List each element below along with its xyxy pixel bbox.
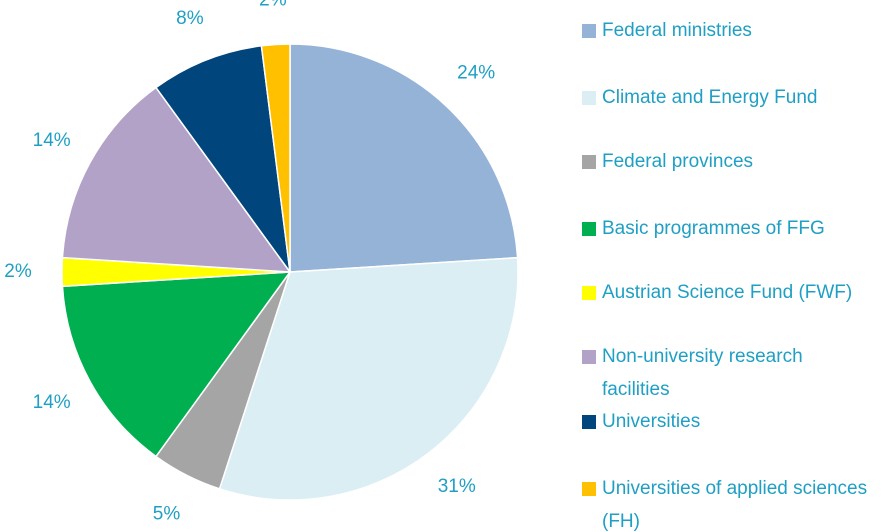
legend-swatch bbox=[582, 24, 596, 38]
data-label: 14% bbox=[33, 130, 71, 151]
legend-label: Non-university research facilities bbox=[602, 346, 803, 400]
legend-entry: Climate and Energy Fund bbox=[582, 81, 872, 114]
legend-entry: Federal provinces bbox=[582, 145, 872, 178]
data-label: 14% bbox=[33, 392, 71, 413]
legend-swatch bbox=[582, 415, 596, 429]
legend-label: Federal provinces bbox=[602, 151, 754, 172]
pie-slice bbox=[260, 43, 291, 273]
data-label: 2% bbox=[259, 0, 287, 11]
data-label: 2% bbox=[4, 261, 32, 282]
legend-label: Universities bbox=[602, 411, 701, 432]
data-label: 8% bbox=[176, 8, 204, 29]
pie-slice bbox=[154, 44, 291, 273]
legend-swatch bbox=[582, 222, 596, 236]
legend-swatch bbox=[582, 350, 596, 364]
legend-label: Climate and Energy Fund bbox=[602, 87, 818, 108]
legend-label: Austrian Science Fund (FWF) bbox=[602, 282, 853, 303]
legend-swatch bbox=[582, 286, 596, 300]
legend-swatch bbox=[582, 91, 596, 105]
data-label: 31% bbox=[438, 476, 476, 497]
legend-entry: Universities bbox=[582, 405, 872, 438]
pie-slice bbox=[218, 256, 519, 501]
legend-label: Basic programmes of FFG bbox=[602, 218, 825, 239]
legend-label: Federal ministries bbox=[602, 20, 752, 41]
legend-entry: Non-university research facilities bbox=[582, 340, 872, 406]
legend-label: Universities of applied sciences (FH) bbox=[602, 478, 868, 532]
legend-entry: Federal ministries bbox=[582, 14, 872, 47]
legend-swatch bbox=[582, 482, 596, 496]
legend-entry: Austrian Science Fund (FWF) bbox=[582, 276, 872, 309]
legend-entry: Basic programmes of FFG bbox=[582, 212, 872, 245]
legend-entry: Universities of applied sciences (FH) bbox=[582, 472, 872, 532]
data-label: 24% bbox=[457, 63, 495, 84]
legend-swatch bbox=[582, 155, 596, 169]
data-label: 5% bbox=[153, 503, 181, 524]
pie-slice bbox=[61, 271, 292, 458]
pie-slice bbox=[61, 86, 292, 273]
pie-slice bbox=[289, 43, 519, 273]
